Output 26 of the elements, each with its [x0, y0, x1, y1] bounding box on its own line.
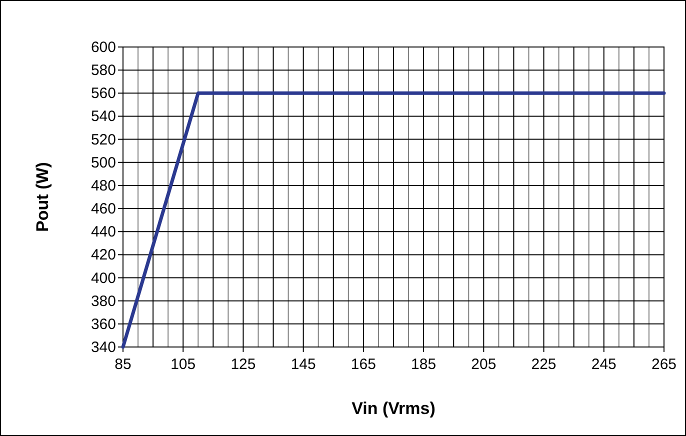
y-tick-label: 360: [90, 316, 116, 333]
y-tick-label: 440: [90, 224, 116, 241]
x-tick-label: 145: [290, 356, 316, 373]
x-axis-title: Vin (Vrms): [352, 399, 436, 418]
x-tick-label: 105: [170, 356, 196, 373]
x-tick-label: 165: [350, 356, 376, 373]
x-tick-label: 225: [531, 356, 556, 373]
y-tick-label: 400: [90, 270, 116, 287]
y-tick-label: 560: [90, 85, 116, 102]
x-tick-label: 185: [411, 356, 436, 373]
x-tick-label: 125: [230, 356, 256, 373]
y-tick-label: 340: [90, 339, 116, 356]
y-tick-label: 520: [90, 131, 116, 148]
y-tick-label: 600: [90, 39, 116, 56]
y-axis-title: Pout (W): [33, 162, 52, 232]
y-tick-label: 580: [90, 62, 116, 80]
y-tick-label: 420: [90, 246, 116, 264]
y-tick-label: 460: [90, 200, 116, 218]
y-tick-label: 480: [90, 177, 116, 194]
x-tick-label: 265: [651, 356, 677, 373]
x-tick-label: 245: [591, 356, 616, 373]
y-tick-label: 380: [90, 292, 116, 310]
y-tick-label: 540: [90, 108, 116, 126]
y-tick-label: 500: [90, 154, 116, 172]
x-tick-label: 205: [471, 356, 496, 373]
x-tick-label: 85: [114, 356, 132, 373]
